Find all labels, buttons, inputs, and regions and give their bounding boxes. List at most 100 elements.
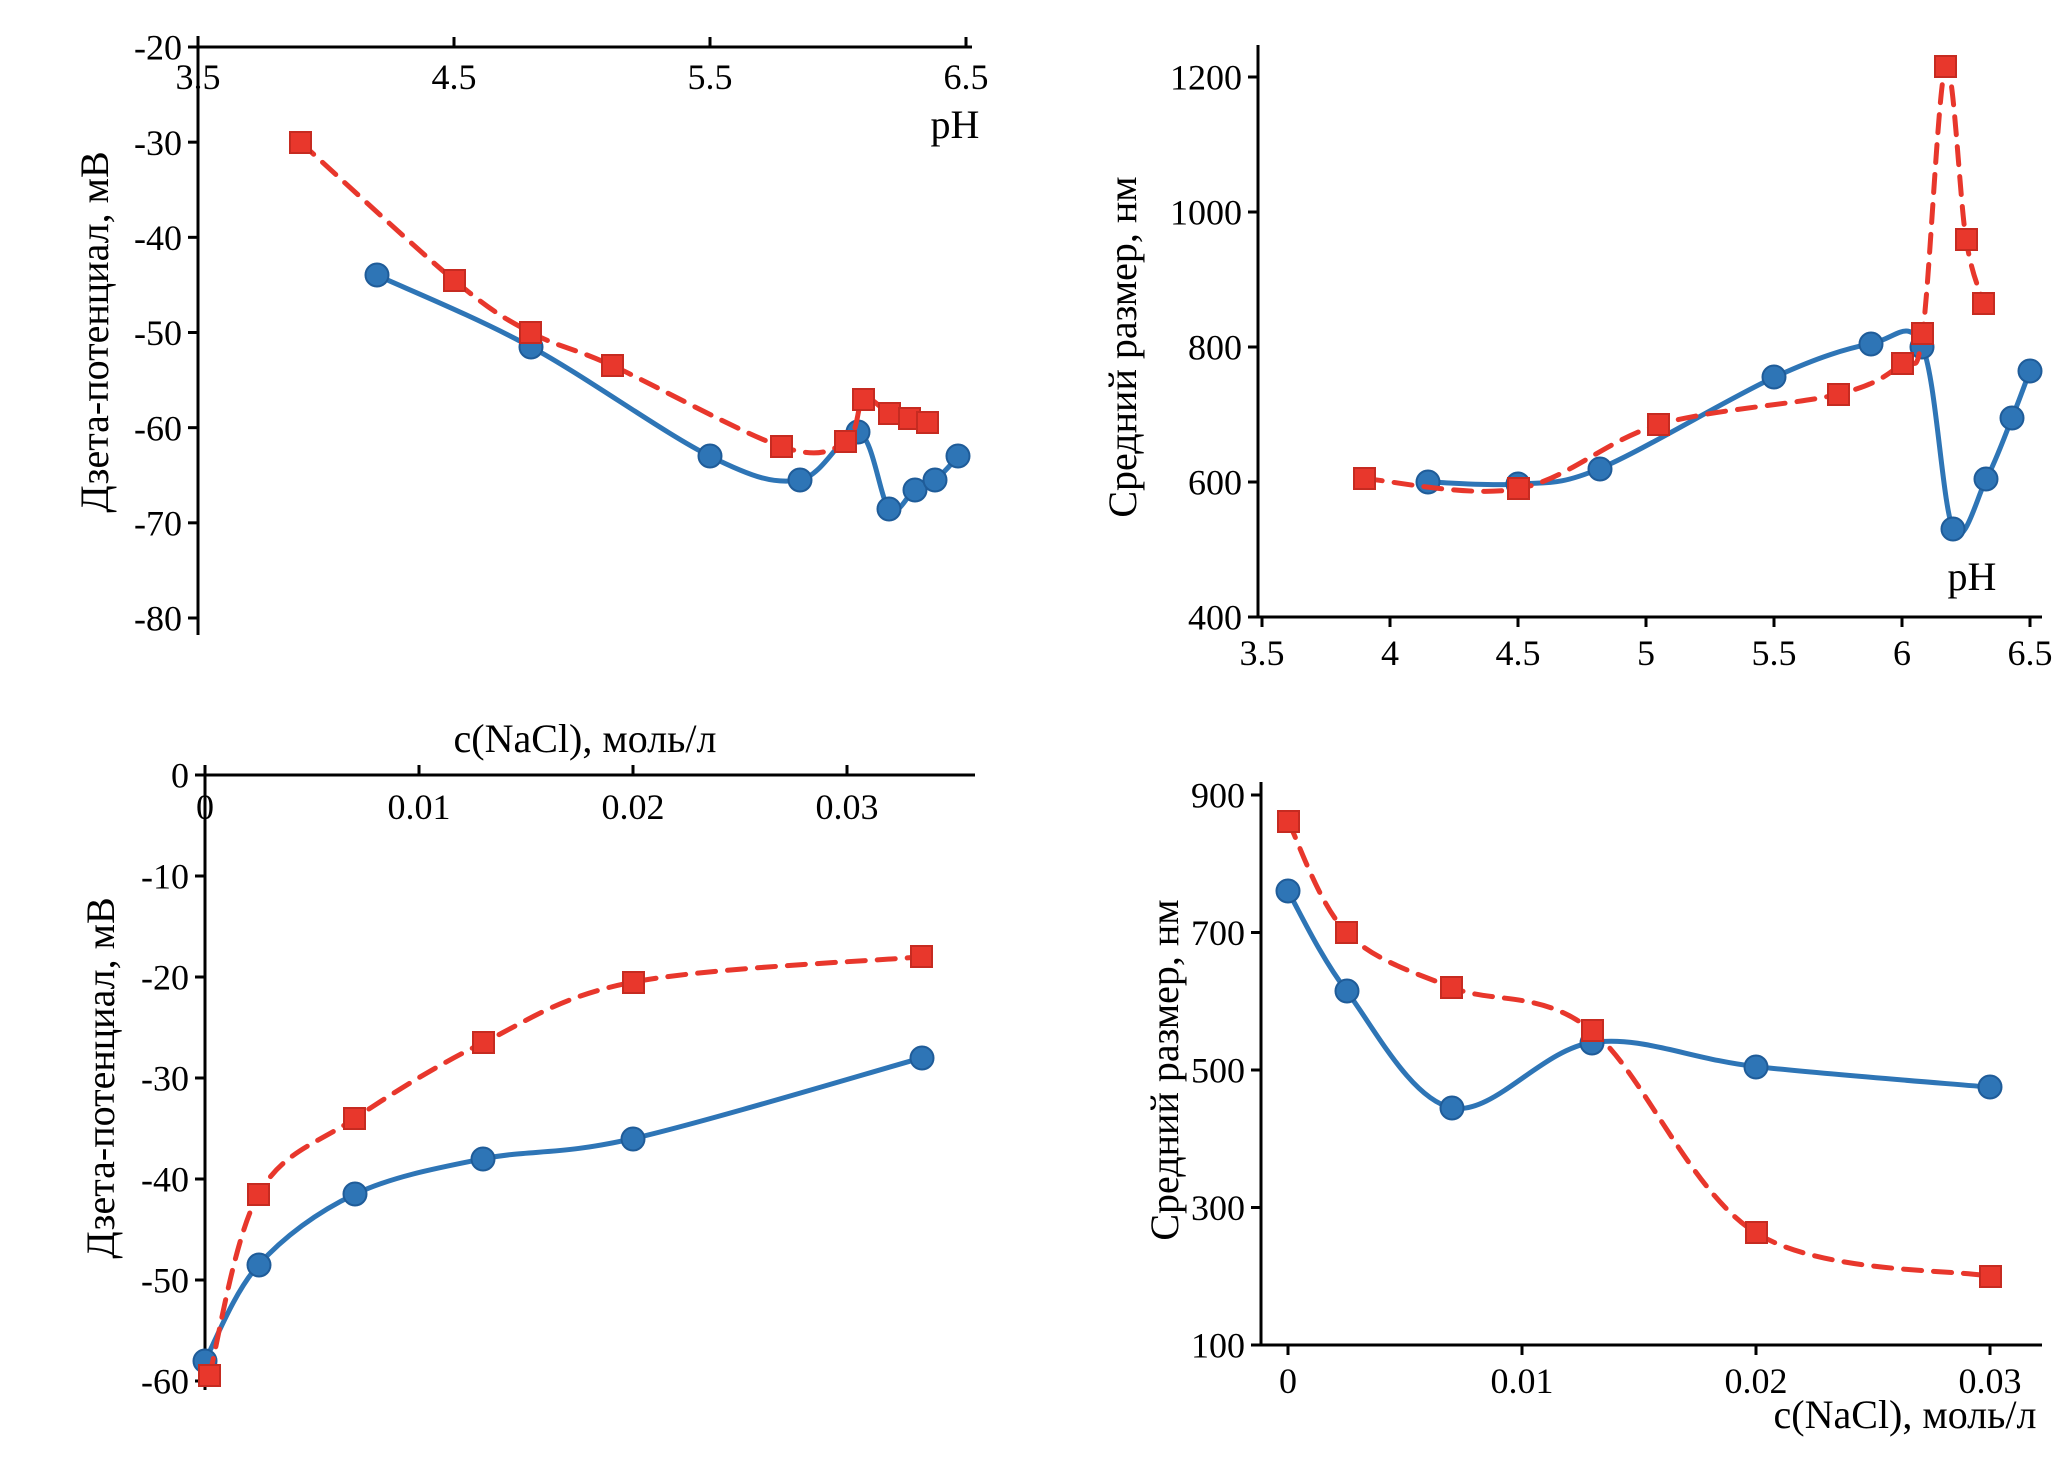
marker-circle — [1940, 516, 1966, 542]
marker-circle — [1858, 331, 1884, 357]
x-tick-label: 5.5 — [688, 57, 733, 97]
marker-square — [247, 1183, 270, 1206]
marker-square — [910, 945, 933, 968]
marker-circle — [1999, 405, 2025, 431]
y-tick-label: -30 — [141, 1059, 189, 1099]
panel-mean-size-vs-nacl: 0 0.01 0.02 0.03 100 300 500 700 900 c(NaCl), мол… — [1142, 776, 2042, 1437]
y-tick-label: 600 — [1188, 463, 1242, 503]
x-axis-title: pH — [1948, 554, 1997, 599]
marker-square — [1911, 322, 1934, 345]
x-tick-label: 6 — [1893, 633, 1911, 673]
series-line-red-squares-dashed — [1361, 63, 1987, 494]
y-tick-label: 1200 — [1170, 58, 1242, 98]
y-tick-label: -40 — [134, 218, 182, 258]
marker-circle — [922, 467, 948, 493]
marker-square — [343, 1107, 366, 1130]
y-tick-label: 300 — [1191, 1188, 1245, 1228]
marker-square — [443, 269, 466, 292]
x-tick-label: 6.5 — [2008, 633, 2053, 673]
marker-square — [916, 411, 939, 434]
marker-circle — [2017, 358, 2043, 384]
marker-circle — [697, 443, 723, 469]
y-tick-label: -20 — [141, 958, 189, 998]
marker-square — [878, 402, 901, 425]
marker-circle — [1439, 1095, 1465, 1121]
y-tick-label: -70 — [134, 503, 182, 543]
series-line-blue-circles-solid — [1285, 888, 1993, 1112]
x-tick-label: 0.03 — [1959, 1361, 2022, 1401]
marker-circle — [364, 262, 390, 288]
y-tick-label: -60 — [134, 408, 182, 448]
marker-square — [1745, 1221, 1768, 1244]
series-line-red-squares-dashed — [297, 139, 931, 456]
x-tick-label: 5.5 — [1752, 633, 1797, 673]
marker-square — [1955, 228, 1978, 251]
y-tick-label: 0 — [171, 756, 189, 796]
marker-square — [770, 435, 793, 458]
marker-square — [1891, 352, 1914, 375]
x-tick-label: 4.5 — [432, 57, 477, 97]
marker-circle — [909, 1045, 935, 1071]
y-tick-label: 100 — [1191, 1326, 1245, 1366]
x-tick-label: 0 — [196, 787, 214, 827]
y-tick-label: -10 — [141, 857, 189, 897]
x-tick-label: 0.02 — [602, 787, 665, 827]
marker-square — [1647, 413, 1670, 436]
y-tick-label: 900 — [1191, 776, 1245, 816]
marker-square — [472, 1031, 495, 1054]
marker-circle — [945, 443, 971, 469]
marker-circle — [1275, 878, 1301, 904]
x-tick-label: 0.02 — [1725, 1361, 1788, 1401]
marker-circle — [1977, 1074, 2003, 1100]
marker-square — [1972, 292, 1995, 315]
marker-circle — [1973, 466, 1999, 492]
marker-circle — [902, 477, 928, 503]
marker-square — [1335, 921, 1358, 944]
y-axis-title: Дзета-потенциал, мВ — [78, 897, 123, 1258]
x-tick-label: 3.5 — [1240, 633, 1285, 673]
x-tick-label: 6.5 — [944, 57, 989, 97]
marker-circle — [246, 1252, 272, 1278]
x-axis-title: pH — [931, 102, 980, 147]
x-tick-label: 0 — [1279, 1361, 1297, 1401]
x-tick-label: 5 — [1637, 633, 1655, 673]
y-axis-title: Средний размер, нм — [1100, 176, 1145, 517]
y-tick-label: -20 — [134, 28, 182, 68]
y-axis-title: Средний размер, нм — [1142, 899, 1187, 1240]
panel-mean-size-vs-ph: 3.5 4 4.5 5 5.5 6 6.5 400 600 800 1000 1200 pH Средни… — [1100, 45, 2053, 673]
marker-square — [834, 430, 857, 453]
marker-square — [289, 131, 312, 154]
y-tick-label: -80 — [134, 599, 182, 639]
marker-circle — [1587, 456, 1613, 482]
y-axis-title: Дзета-потенциал, мВ — [72, 151, 117, 512]
x-tick-label: 0.01 — [388, 787, 451, 827]
marker-circle — [1334, 978, 1360, 1004]
y-tick-label: -50 — [134, 313, 182, 353]
y-tick-label: -60 — [141, 1362, 189, 1402]
marker-square — [852, 388, 875, 411]
series-line-red-squares-dashed — [206, 954, 925, 1379]
panel-zeta-potential-vs-ph: 3.5 4.5 5.5 6.5 -20 -30 -40 -50 -60 -70 -80 pH Дзета… — [72, 28, 989, 639]
series-line-blue-circles-solid — [1425, 328, 2033, 537]
marker-square — [1581, 1019, 1604, 1042]
marker-circle — [787, 467, 813, 493]
marker-square — [1353, 467, 1376, 490]
y-tick-label: -40 — [141, 1160, 189, 1200]
marker-circle — [470, 1146, 496, 1172]
series-line-blue-circles-solid — [202, 1055, 925, 1364]
y-tick-label: 400 — [1188, 598, 1242, 638]
x-tick-label: 4 — [1381, 633, 1399, 673]
marker-circle — [1743, 1054, 1769, 1080]
marker-square — [1277, 810, 1300, 833]
y-tick-label: 500 — [1191, 1051, 1245, 1091]
y-tick-label: 1000 — [1170, 193, 1242, 233]
marker-square — [519, 321, 542, 344]
marker-square — [1979, 1265, 2002, 1288]
marker-square — [1440, 976, 1463, 999]
marker-circle — [342, 1181, 368, 1207]
marker-circle — [620, 1126, 646, 1152]
x-tick-label: 0.03 — [816, 787, 879, 827]
y-tick-label: 700 — [1191, 913, 1245, 953]
